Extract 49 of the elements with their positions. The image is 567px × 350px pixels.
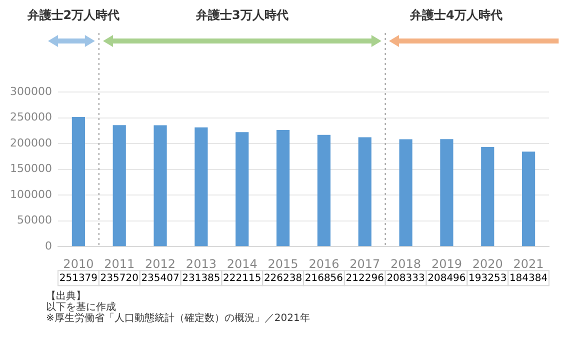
data-label: 184384 <box>509 273 548 284</box>
data-label: 208333 <box>386 273 425 284</box>
text: 以下を基に作成 <box>46 301 116 314</box>
x-tick-label: 2016 <box>308 256 340 271</box>
x-tick-label: 2017 <box>350 256 380 271</box>
text: 弁護士4万人時代 <box>408 8 502 22</box>
bar <box>276 130 290 246</box>
data-label: 235407 <box>141 273 180 284</box>
bar <box>358 137 372 246</box>
text: 【出典】 <box>46 290 86 302</box>
x-tick-label: 2020 <box>472 256 503 271</box>
data-label: 251379 <box>59 273 98 284</box>
text: ※厚生労働省「人口動態統計（確定数）の概況」／2021年 <box>46 312 310 324</box>
text: 弁護士3万人時代 <box>194 8 288 22</box>
y-tick-label: 250000 <box>10 110 52 124</box>
y-tick-label: 150000 <box>10 162 52 176</box>
x-tick-label: 2012 <box>145 256 176 271</box>
data-label: 212296 <box>346 273 384 284</box>
y-tick-label: 0 <box>44 239 52 252</box>
text: 弁護士2万人時代 <box>26 8 120 22</box>
bar <box>194 127 208 246</box>
x-tick-label: 2021 <box>513 256 544 271</box>
bar <box>154 125 167 246</box>
bar <box>236 132 249 246</box>
bar <box>317 134 330 246</box>
bar <box>72 117 85 246</box>
x-tick-label: 2013 <box>186 256 216 271</box>
data-label: 208496 <box>428 273 466 284</box>
x-tick-label: 2015 <box>268 256 298 271</box>
data-label: 235720 <box>100 273 138 284</box>
data-label: 193253 <box>468 273 507 284</box>
data-label: 231385 <box>182 273 220 284</box>
data-label: 222115 <box>223 273 262 284</box>
bar <box>522 152 536 246</box>
x-tick-label: 2011 <box>104 256 135 271</box>
y-tick-label: 300000 <box>10 84 52 98</box>
x-tick-label: 2014 <box>226 256 258 271</box>
y-tick-label: 200000 <box>10 136 52 150</box>
y-tick-label: 50000 <box>16 214 52 227</box>
bar <box>481 147 494 246</box>
bar <box>440 139 454 246</box>
data-label: 226238 <box>264 273 302 284</box>
x-tick-label: 2018 <box>390 256 422 271</box>
bar <box>399 139 412 246</box>
x-tick-label: 2019 <box>431 256 462 271</box>
x-tick-label: 2010 <box>63 256 94 271</box>
data-label: 216856 <box>304 273 344 284</box>
y-tick-label: 100000 <box>10 188 52 201</box>
bar <box>112 125 126 246</box>
